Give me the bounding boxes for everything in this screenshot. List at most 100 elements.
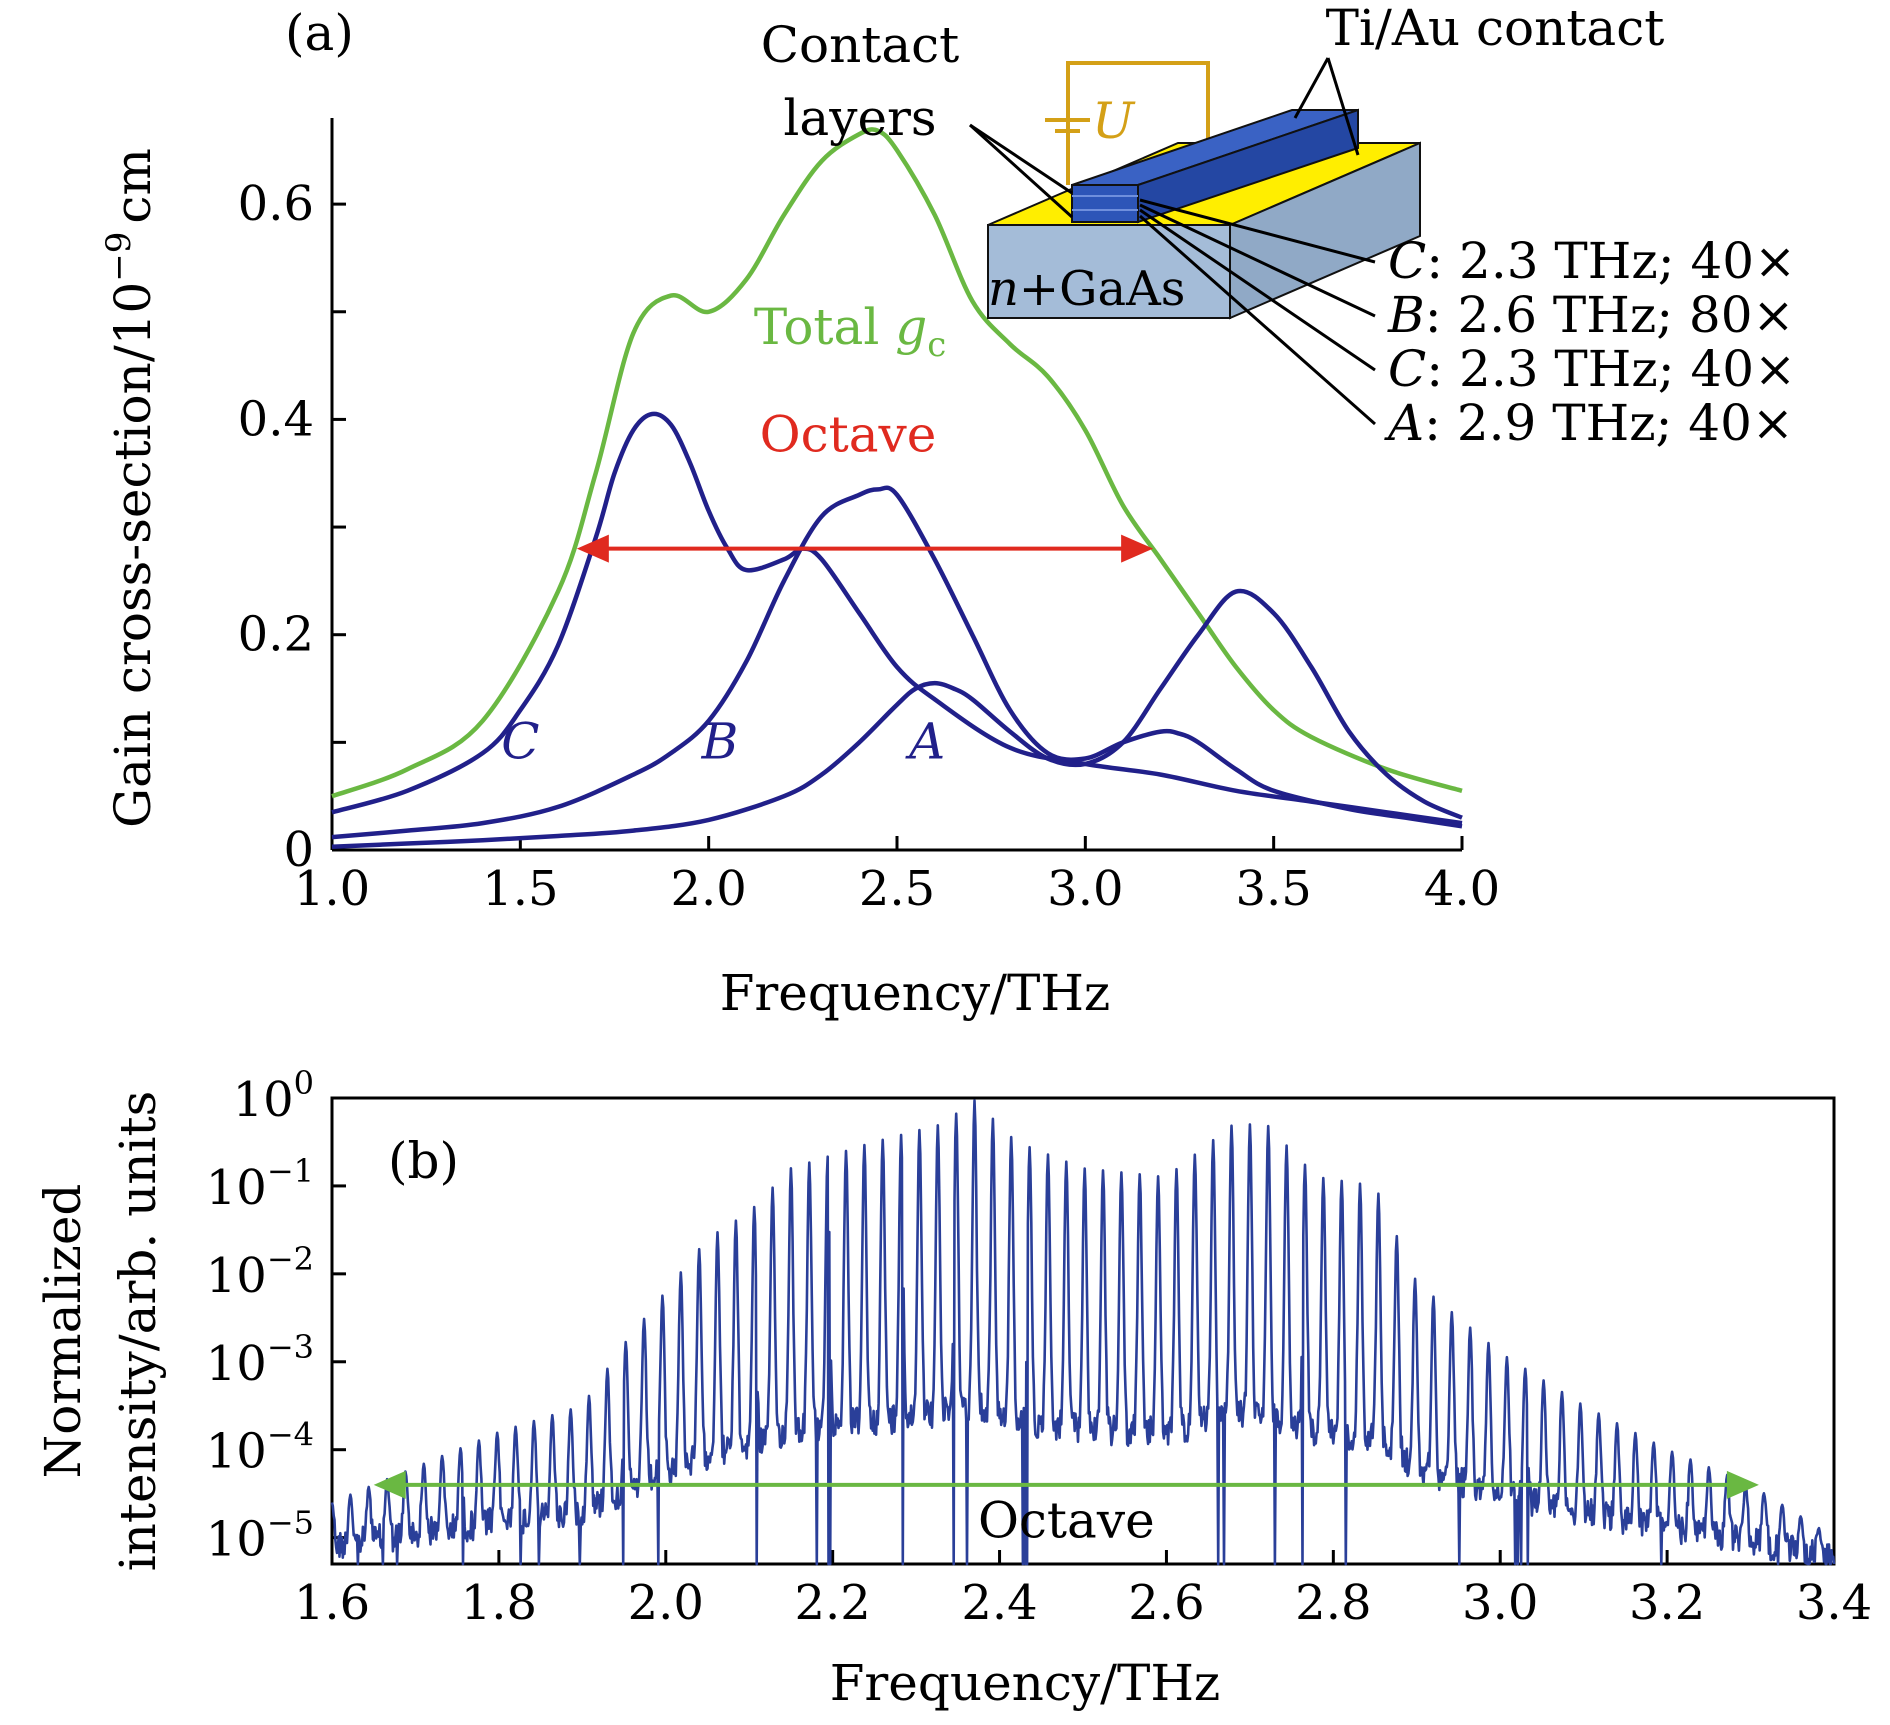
leader-line — [968, 123, 1074, 219]
panel-b-frame — [330, 1096, 1836, 1566]
panel-b: (b) 1.6 1.8 2.0 2.2 2.4 2.6 2.8 3.0 3.2 3.4 10010… — [34, 1064, 1872, 1712]
octave-b-label: Octave — [978, 1492, 1155, 1550]
leader-line — [1293, 57, 1330, 119]
x-tick-label: 1.0 — [294, 861, 370, 917]
layer-stack-region: A — [1384, 394, 1424, 452]
panel-a-x-axis-label: Frequency/THz — [720, 964, 1111, 1022]
y-tick-label: 0 — [283, 822, 314, 878]
x-tick-label: 2.4 — [961, 1575, 1037, 1631]
octave-a-arrow-head-right — [1121, 534, 1154, 563]
ridge-front — [1071, 184, 1139, 223]
x-tick-label: 2.2 — [794, 1575, 870, 1631]
x-tick-label: 3.0 — [1047, 861, 1123, 917]
substrate-label: n+GaAs — [988, 261, 1185, 317]
series-line-c — [331, 411, 1463, 826]
panel-a: (a) 1.0 1.5 2.0 2.5 3.0 3.5 4.0 0 0.2 0.4 0.6 Fre… — [99, 0, 1796, 1022]
panel-b-octave-arrow: Octave — [373, 1470, 1759, 1550]
substrate-side — [1229, 141, 1421, 320]
layer-stack-entry: C: 2.3 THz; 40× — [1388, 232, 1796, 290]
series-line-total-g — [331, 127, 1463, 799]
y-tick-label: 10−2 — [206, 1240, 314, 1304]
layer-stack-region: C — [1388, 232, 1426, 290]
y-tick-base: 10 — [233, 1072, 294, 1128]
y-tick-label: 0.2 — [238, 607, 314, 663]
octave-b-arrow-head-left — [373, 1470, 406, 1499]
panel-a-y-label-unit: cm — [104, 148, 162, 223]
layer-stack-region: B — [1387, 286, 1425, 344]
series-label-b: B — [701, 713, 739, 771]
total-gc-label-subscript: c — [927, 325, 946, 365]
y-tick-base: 10 — [206, 1248, 267, 1304]
x-tick-label: 1.5 — [482, 861, 558, 917]
panel-a-octave-arrow: Octave — [576, 406, 1154, 563]
y-tick-base: 10 — [206, 1512, 267, 1568]
panel-b-y-axis-label-line1: Normalized — [34, 1184, 92, 1479]
x-tick-label: 2.8 — [1295, 1575, 1371, 1631]
y-tick-label: 100 — [233, 1064, 314, 1128]
y-tick-label: 0.6 — [238, 176, 314, 232]
total-gc-label-text: Total — [754, 298, 895, 356]
x-tick-label: 1.8 — [461, 1575, 537, 1631]
panel-b-x-axis-label: Frequency/THz — [830, 1654, 1221, 1712]
series-label-c: C — [501, 713, 539, 771]
layer-stack-legend: C: 2.3 THz; 40×B: 2.6 THz; 80×C: 2.3 THz… — [1384, 232, 1796, 452]
y-tick-base: 10 — [206, 1424, 267, 1480]
leader-line — [1139, 203, 1376, 318]
x-tick-label: 1.6 — [294, 1575, 370, 1631]
y-tick-exponent: −2 — [267, 1240, 314, 1278]
y-tick-label: 10−4 — [206, 1416, 314, 1480]
x-tick-label: 4.0 — [1424, 861, 1500, 917]
octave-b-arrow-head-right — [1726, 1470, 1759, 1499]
panel-a-x-ticks: 1.0 1.5 2.0 2.5 3.0 3.5 4.0 — [294, 836, 1500, 917]
substrate-label-rest: +GaAs — [1019, 261, 1185, 317]
leader-line — [1139, 198, 1376, 264]
y-tick-exponent: −4 — [267, 1416, 314, 1454]
layer-stack-text: : 2.3 THz; 40× — [1426, 340, 1796, 398]
y-tick-exponent: −3 — [267, 1328, 314, 1366]
substrate-label-n: n — [988, 261, 1019, 317]
x-tick-label: 2.0 — [670, 861, 746, 917]
leader-line — [1139, 214, 1376, 426]
panel-b-label: (b) — [388, 1132, 459, 1190]
contact-layers-label-line2: layers — [783, 89, 936, 147]
x-tick-label: 3.0 — [1462, 1575, 1538, 1631]
layer-stack-text: : 2.3 THz; 40× — [1426, 232, 1796, 290]
layer-stack-text: : 2.9 THz; 40× — [1424, 394, 1794, 452]
device-schematic-inset: U n+GaAs Contact layers Ti/Au contac — [761, 0, 1796, 452]
y-tick-base: 10 — [206, 1160, 267, 1216]
panel-a-series-labels: C B A Total gc — [501, 298, 946, 770]
layer-stack-entry: A: 2.9 THz; 40× — [1384, 394, 1794, 452]
panel-b-y-axis-label-line2: intensity/arb. units — [109, 1091, 167, 1572]
layer-stack-region: C — [1388, 340, 1426, 398]
y-tick-label: 10−1 — [206, 1152, 314, 1216]
voltage-label: U — [1092, 92, 1136, 150]
series-line-b — [331, 485, 1463, 840]
total-gc-label-symbol: g — [895, 298, 927, 356]
leader-line — [969, 123, 1073, 195]
panel-a-y-label-main: Gain cross-section/10 — [104, 282, 162, 828]
contact-layers-label-line1: Contact — [761, 16, 960, 74]
series-line-a — [331, 588, 1463, 850]
y-tick-label: 10−5 — [206, 1504, 314, 1568]
layer-stack-entry: B: 2.6 THz; 80× — [1387, 286, 1794, 344]
panel-a-label: (a) — [285, 4, 354, 62]
y-tick-exponent: −5 — [267, 1504, 314, 1542]
layer-stack-entry: C: 2.3 THz; 40× — [1388, 340, 1796, 398]
series-label-a: A — [905, 713, 945, 771]
layer-stack-text: : 2.6 THz; 80× — [1425, 286, 1795, 344]
octave-a-arrow-head-left — [576, 534, 609, 563]
octave-a-label: Octave — [760, 406, 937, 464]
x-tick-label: 3.2 — [1629, 1575, 1705, 1631]
panel-a-y-ticks: 0 0.2 0.4 0.6 — [238, 176, 346, 878]
leader-line — [1326, 57, 1360, 156]
total-gc-label: Total gc — [754, 298, 946, 365]
ti-au-contact-label: Ti/Au contact — [1326, 0, 1665, 57]
x-tick-label: 2.6 — [1128, 1575, 1204, 1631]
x-tick-label: 3.4 — [1796, 1575, 1872, 1631]
circuit-wire — [1066, 61, 1210, 185]
panel-a-y-axis-label: Gain cross-section/10−9 cm — [99, 148, 162, 828]
x-tick-label: 3.5 — [1235, 861, 1311, 917]
panel-a-y-label-exponent: −9 — [99, 232, 139, 282]
